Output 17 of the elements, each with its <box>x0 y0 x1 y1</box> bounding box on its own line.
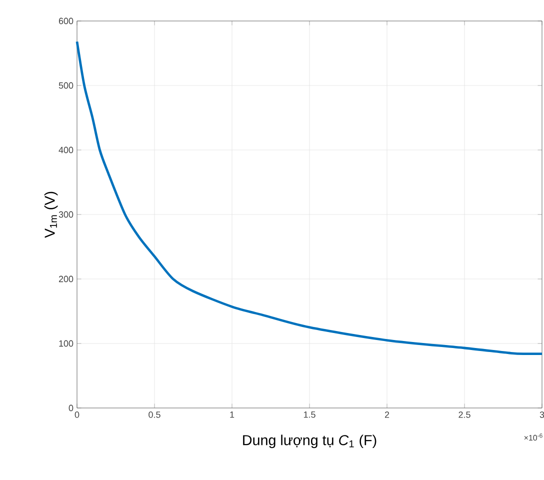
x-tick-label: 1 <box>230 412 234 418</box>
x-tick-label: 0.5 <box>148 412 160 418</box>
y-tick-label: 300 <box>58 211 74 218</box>
y-tick-label: 500 <box>58 82 74 89</box>
y-tick-label: 600 <box>58 18 74 24</box>
x-tick-label: 2 <box>384 412 390 418</box>
y-tick-label: 200 <box>58 276 74 282</box>
y-tick-label: 100 <box>59 340 74 347</box>
y-tick-label: 400 <box>58 146 74 154</box>
x-tick-label: 1.5 <box>304 412 316 418</box>
x-tick-label: 2.5 <box>458 412 470 418</box>
x-tick-label: 0 <box>74 412 80 418</box>
y-tick-label: 0 <box>68 404 74 412</box>
y-axis-title: V$_{1m}$ (V) <box>44 192 58 238</box>
x-tick-label: 3 <box>540 412 544 418</box>
line-series <box>76 40 544 356</box>
x-axis-title: Dung lượng tụ C$_{1}$ (F) <box>243 434 376 448</box>
